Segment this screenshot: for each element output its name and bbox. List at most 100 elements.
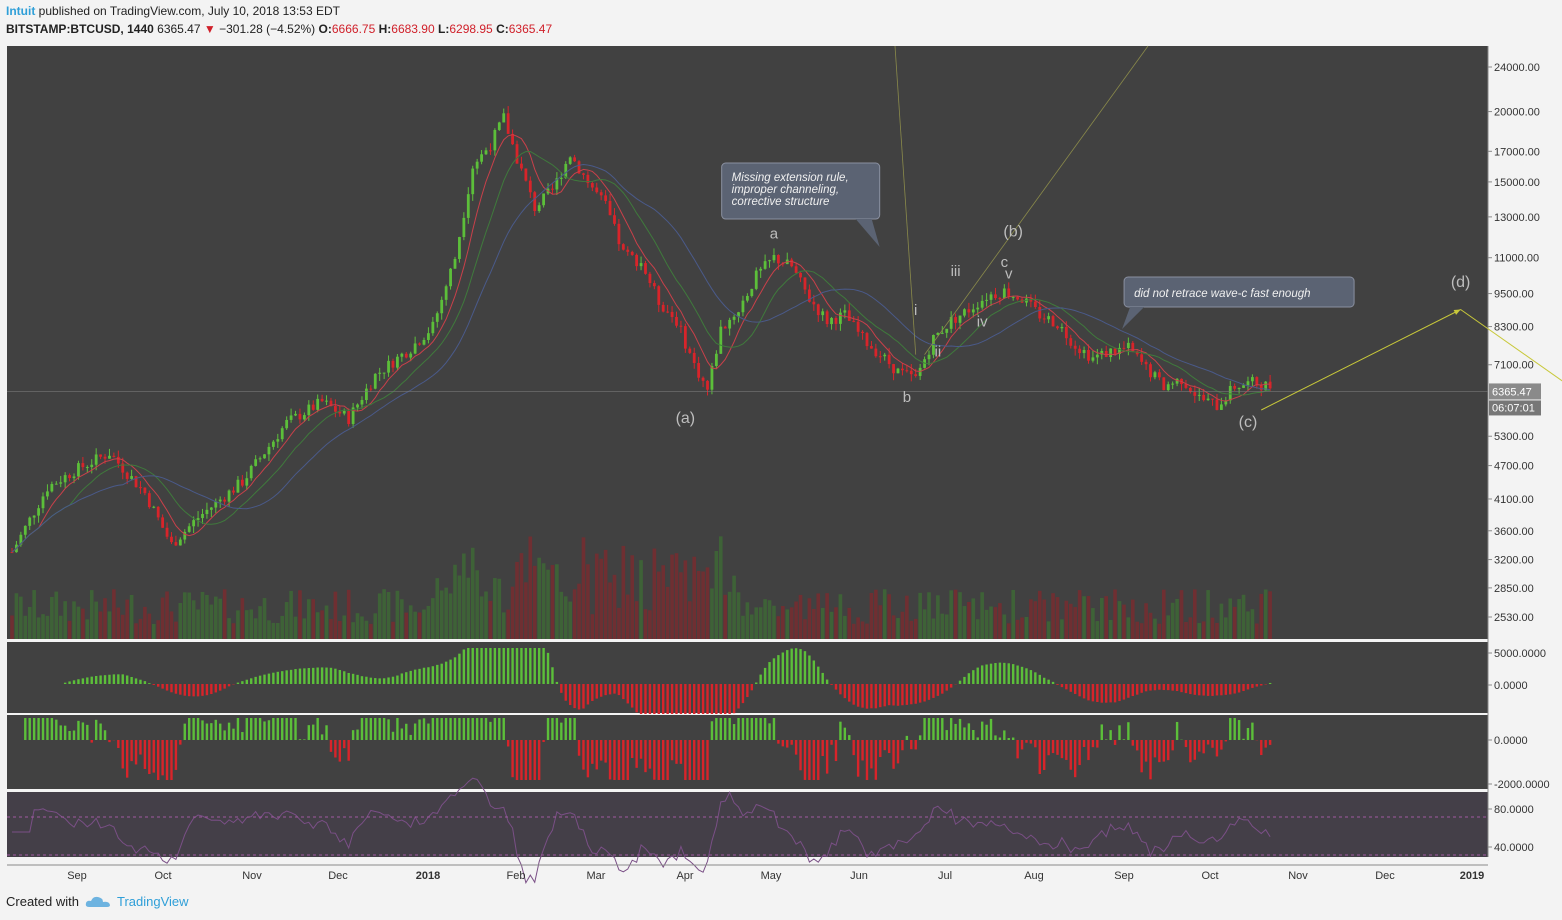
hist-bar	[1029, 740, 1033, 744]
hist-bar	[595, 740, 598, 770]
candle	[803, 277, 807, 295]
candle	[1166, 381, 1170, 392]
hist-bar	[1242, 684, 1245, 692]
volume-bar	[1259, 593, 1264, 639]
candle	[870, 341, 873, 349]
hist-bar	[622, 740, 625, 780]
hist-bar	[874, 740, 878, 780]
candle	[139, 481, 142, 494]
candle-body	[365, 388, 368, 401]
volume-bar	[665, 586, 670, 639]
candle	[839, 308, 842, 331]
footer: Created with TradingView	[6, 894, 189, 909]
hist-bar	[852, 684, 855, 705]
countdown-label: 06:07:01	[1492, 402, 1535, 414]
wave-label: iii	[951, 263, 961, 280]
candle	[644, 260, 647, 275]
volume-bar	[143, 606, 147, 639]
hist-bar	[949, 718, 953, 740]
author-link[interactable]: Intuit	[6, 4, 36, 18]
volume-bar	[342, 615, 347, 639]
candle-body	[639, 263, 643, 267]
price-chart[interactable]: 24000.00 20000.00 17000.00 15000.00 13000.00…	[0, 42, 1562, 884]
candle-body	[413, 343, 417, 354]
candle	[1082, 346, 1086, 359]
hist-bar	[861, 740, 864, 761]
volume-bar	[271, 622, 276, 639]
wave-label: (a)	[676, 410, 696, 427]
candle-body	[1197, 394, 1201, 396]
hist-bar	[1144, 684, 1148, 692]
candle	[59, 475, 63, 488]
candle-body	[1060, 326, 1064, 329]
candle-body	[976, 307, 980, 310]
candle	[520, 156, 523, 171]
candle	[568, 156, 572, 166]
hist-bar	[954, 723, 957, 740]
candle-body	[178, 539, 182, 546]
volume-bar	[781, 606, 785, 639]
hist-bar	[143, 681, 147, 684]
hist-bar	[440, 663, 443, 684]
candle	[400, 352, 404, 362]
volume-bar	[705, 567, 710, 639]
volume-bar	[648, 610, 652, 639]
tradingview-link[interactable]: TradingView	[116, 894, 189, 909]
volume-bar	[85, 619, 90, 639]
hist-bar	[941, 684, 944, 694]
volume-bar	[829, 611, 834, 639]
hist-bar	[338, 740, 342, 762]
candle-body	[980, 300, 984, 308]
candle	[741, 295, 745, 317]
candle-body	[1219, 404, 1223, 410]
candle-body	[298, 413, 302, 420]
hist-bar	[347, 672, 350, 684]
candle	[1091, 350, 1095, 363]
volume-bar	[568, 601, 572, 639]
hist-bar	[405, 723, 408, 740]
volume-bar	[980, 592, 984, 639]
candle-body	[679, 325, 683, 327]
candle-body	[1184, 384, 1188, 388]
volume-bar	[1082, 596, 1086, 639]
hist-bar	[1003, 730, 1006, 740]
candle	[1095, 348, 1099, 365]
candle	[280, 426, 284, 442]
candle	[980, 295, 984, 310]
volume-bar	[289, 590, 293, 639]
candle	[874, 343, 878, 358]
candle	[834, 316, 838, 331]
candle	[542, 193, 545, 208]
hist-bar	[86, 677, 89, 684]
hist-bar	[325, 725, 328, 740]
candle	[480, 149, 483, 165]
hist-bar	[715, 718, 718, 740]
hist-bar	[241, 681, 244, 684]
volume-bar	[435, 578, 440, 639]
candle-body	[834, 318, 838, 324]
hist-bar	[205, 723, 209, 740]
high-label: H:	[378, 22, 392, 36]
candle	[524, 168, 528, 182]
candle	[883, 352, 887, 361]
volume-bar	[931, 618, 936, 639]
candle-body	[794, 266, 798, 273]
volume-bar	[439, 590, 444, 639]
candle-body	[1002, 288, 1006, 299]
candle	[697, 356, 701, 382]
hist-bar	[1038, 674, 1041, 684]
candle-body	[311, 404, 315, 410]
hist-bar	[706, 740, 709, 780]
volume-bar	[727, 591, 732, 639]
hist-bar	[856, 684, 860, 707]
hist-bar	[568, 684, 572, 706]
time-tick-label: 2018	[416, 870, 440, 882]
hist-bar	[1118, 725, 1121, 740]
hist-bar	[1189, 684, 1192, 695]
hist-bar	[174, 740, 178, 770]
volume-bar	[351, 622, 355, 639]
hist-bar	[1153, 740, 1157, 758]
candle	[639, 256, 643, 271]
candle-body	[551, 188, 554, 190]
hist-bar	[1180, 684, 1183, 693]
